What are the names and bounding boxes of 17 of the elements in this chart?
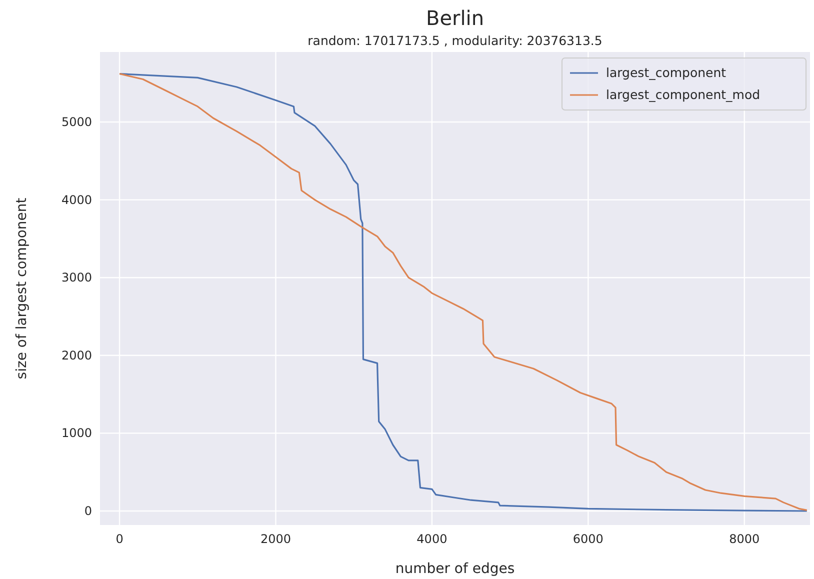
legend-label: largest_component (606, 65, 726, 80)
y-tick-label: 3000 (61, 270, 92, 285)
y-axis-title: size of largest component (14, 197, 30, 380)
y-tick-label: 4000 (61, 192, 92, 207)
x-tick-label: 8000 (729, 532, 760, 546)
x-tick-label: 0 (116, 532, 124, 546)
x-tick-label: 4000 (416, 532, 448, 546)
chart-subtitle: random: 17017173.5 , modularity: 20376313.5 (308, 33, 602, 48)
y-tick-label: 2000 (61, 348, 92, 362)
y-tick-label: 5000 (61, 115, 92, 130)
x-tick-label: 2000 (260, 532, 292, 546)
y-tick-label: 0 (84, 504, 92, 518)
x-tick-label: 6000 (572, 532, 604, 546)
chart-title: Berlin (426, 6, 484, 30)
y-tick-label: 1000 (61, 426, 92, 440)
legend-label: largest_component_mod (606, 87, 760, 102)
x-axis-title: number of edges (395, 561, 515, 577)
